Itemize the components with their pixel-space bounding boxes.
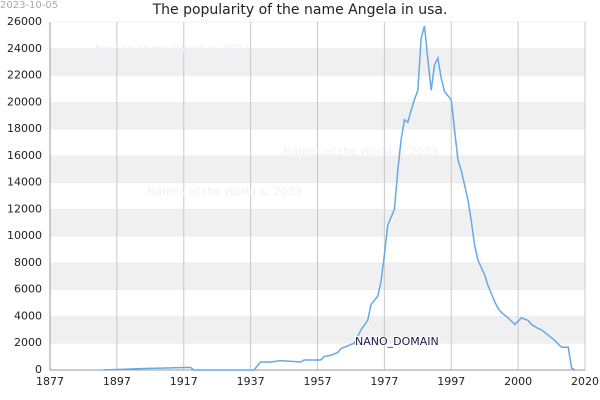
y-tick-label: 2000	[14, 336, 42, 349]
y-tick-label: 16000	[7, 149, 42, 162]
y-tick-label: 6000	[14, 283, 42, 296]
watermark: Names of the World © 2023	[147, 185, 302, 198]
plot-background	[49, 21, 586, 371]
x-tick-label: 1997	[437, 375, 465, 388]
y-tick-label: 12000	[7, 202, 42, 215]
watermark: Names of the World © 2023	[283, 145, 438, 158]
y-tick-label: 0	[35, 363, 42, 376]
x-tick-label: 2020	[571, 375, 599, 388]
x-tick-label: 1917	[170, 375, 198, 388]
y-tick-label: 20000	[7, 95, 42, 108]
y-tick-label: 4000	[14, 309, 42, 322]
y-tick-label: 8000	[14, 256, 42, 269]
date-stamp: 2023-10-05	[0, 0, 58, 11]
watermark: Names of the World © 2023	[95, 43, 250, 56]
chart-title: The popularity of the name Angela in usa…	[152, 2, 448, 18]
y-tick-label: 14000	[7, 176, 42, 189]
y-tick-label: 24000	[7, 42, 42, 55]
x-tick-label: 1977	[370, 375, 398, 388]
x-tick-label: 1937	[237, 375, 265, 388]
y-tick-label: 18000	[7, 122, 42, 135]
y-tick-label: 10000	[7, 229, 42, 242]
x-tick-label: 2000	[504, 375, 532, 388]
x-tick-label: 1877	[36, 375, 64, 388]
x-tick-label: 1957	[304, 375, 332, 388]
y-tick-label: 26000	[7, 15, 42, 28]
domain-label: NANO_DOMAIN	[355, 335, 439, 348]
y-tick-label: 22000	[7, 69, 42, 82]
line-series	[103, 25, 576, 371]
x-tick-label: 1897	[103, 375, 131, 388]
